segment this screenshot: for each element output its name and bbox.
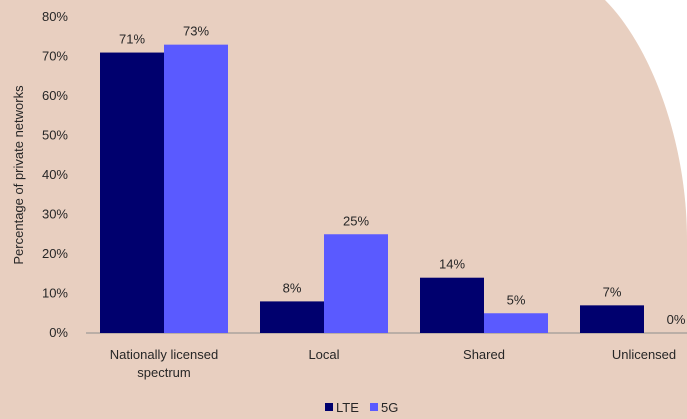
y-tick-label: 40% [42,167,68,182]
data-label: 14% [439,257,465,272]
y-tick-label: 80% [42,9,68,24]
bars [100,44,644,334]
y-axis-label: Percentage of private networks [11,85,26,265]
data-label: 25% [343,213,369,228]
data-label: 7% [603,284,622,299]
bar-5g-0 [164,44,228,334]
data-labels: 71% 73% 8% 25% 14% 5% 7% 0% [119,24,686,327]
category-label: Shared [463,347,505,362]
legend-swatch-lte [325,403,333,411]
data-label: 8% [283,280,302,295]
category-label: Nationally licensed spectrum [110,347,218,380]
category-label: Unlicensed [612,347,676,362]
legend-label-lte: LTE [336,400,359,415]
data-label: 5% [507,292,526,307]
y-tick-labels: 0% 10% 20% 30% 40% 50% 60% 70% 80% [42,9,68,340]
bar-5g-1 [324,234,388,333]
y-tick-label: 0% [49,325,68,340]
category-label: Local [308,347,339,362]
y-tick-label: 20% [42,246,68,261]
bar-lte-2 [420,277,484,333]
data-label: 71% [119,32,145,47]
y-tick-label: 70% [42,49,68,64]
y-tick-label: 60% [42,88,68,103]
category-labels: Nationally licensed spectrum Local Shared Un… [110,347,676,380]
bar-lte-3 [580,305,644,333]
y-tick-label: 30% [42,207,68,222]
legend: LTE 5G [325,400,398,415]
y-tick-label: 10% [42,286,68,301]
y-tick-label: 50% [42,128,68,143]
legend-swatch-5g [370,403,378,411]
data-label: 73% [183,24,209,39]
bar-5g-2 [484,313,548,333]
legend-label-5g: 5G [381,400,398,415]
data-label: 0% [667,312,686,327]
bar-lte-1 [260,301,324,333]
bar-lte-0 [100,52,164,334]
